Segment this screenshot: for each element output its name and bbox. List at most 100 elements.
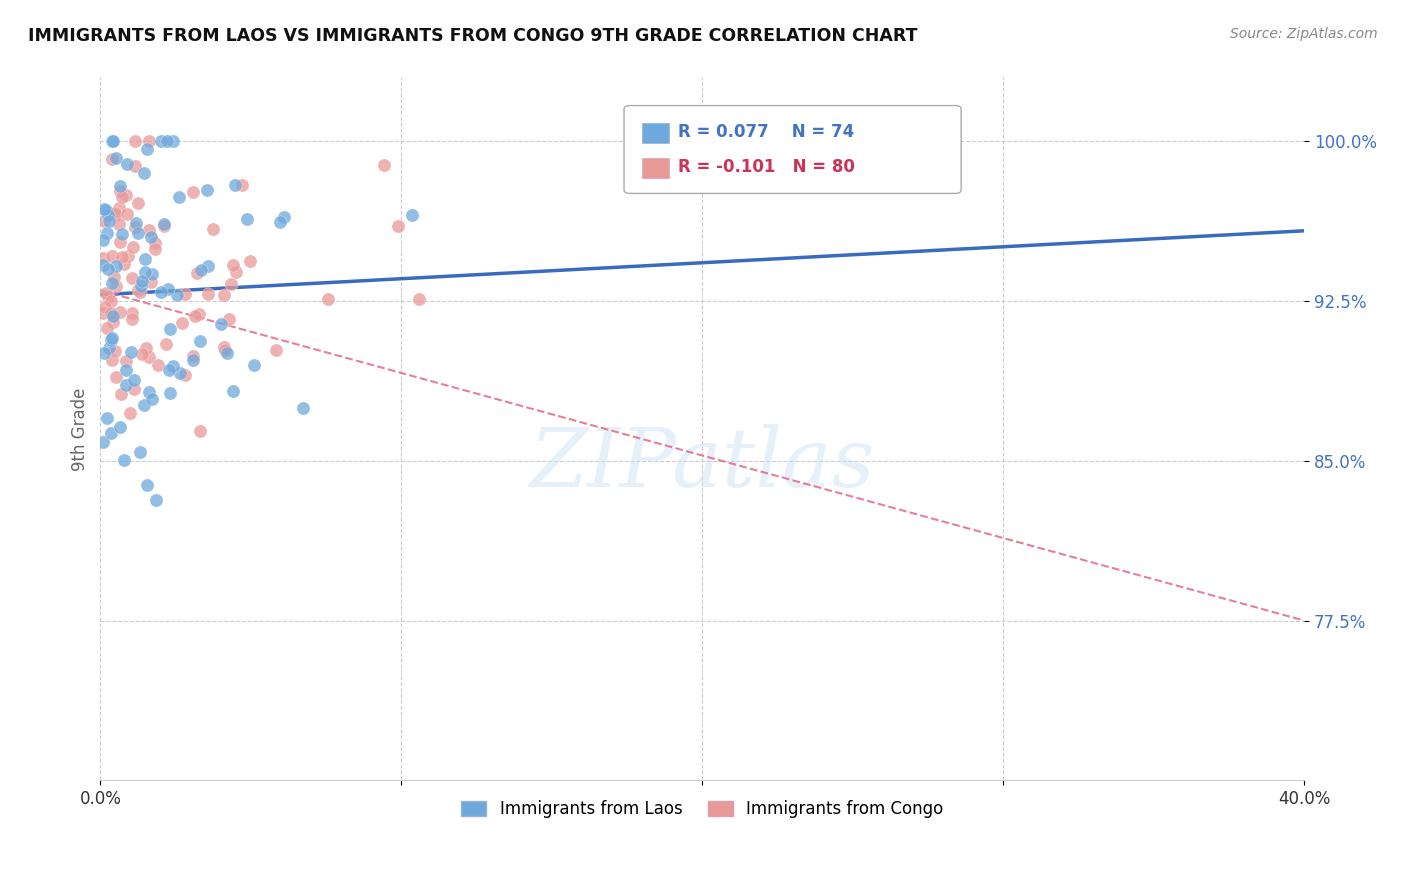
Point xyxy=(202,222,225,236)
Point xyxy=(114,188,136,202)
Point xyxy=(110,250,132,264)
Point xyxy=(124,219,146,234)
Point xyxy=(94,202,117,217)
FancyBboxPatch shape xyxy=(643,123,669,143)
Point xyxy=(243,358,266,372)
Point xyxy=(110,386,132,401)
Point xyxy=(129,279,152,293)
Point xyxy=(94,300,117,314)
Point xyxy=(215,346,238,360)
Point xyxy=(131,347,153,361)
Point xyxy=(214,343,236,357)
Point xyxy=(156,282,179,296)
Point xyxy=(138,350,160,364)
Point xyxy=(159,322,181,336)
Point xyxy=(100,306,122,320)
Point xyxy=(100,333,122,347)
Point xyxy=(97,289,120,303)
Point xyxy=(156,134,179,148)
Point xyxy=(408,292,430,306)
Point xyxy=(157,363,180,377)
Point xyxy=(93,345,115,359)
Point xyxy=(98,341,121,355)
Point xyxy=(101,276,124,290)
Point xyxy=(107,217,129,231)
Point xyxy=(236,212,259,227)
Point xyxy=(141,392,163,406)
Point xyxy=(135,477,157,491)
Point xyxy=(114,378,136,392)
Point xyxy=(264,343,287,358)
Point xyxy=(93,251,115,265)
Point xyxy=(97,262,120,277)
Point xyxy=(141,275,163,289)
Point xyxy=(167,190,190,204)
Point xyxy=(145,492,167,507)
Point xyxy=(138,134,160,148)
Point xyxy=(127,283,149,297)
Point xyxy=(190,263,212,277)
Point xyxy=(195,183,218,197)
Text: R = 0.077    N = 74: R = 0.077 N = 74 xyxy=(678,123,855,141)
Legend: Immigrants from Laos, Immigrants from Congo: Immigrants from Laos, Immigrants from Co… xyxy=(454,793,950,825)
Point xyxy=(104,259,127,273)
Text: IMMIGRANTS FROM LAOS VS IMMIGRANTS FROM CONGO 9TH GRADE CORRELATION CHART: IMMIGRANTS FROM LAOS VS IMMIGRANTS FROM … xyxy=(28,27,918,45)
Text: R = -0.101   N = 80: R = -0.101 N = 80 xyxy=(678,159,855,177)
Point xyxy=(219,277,242,292)
Point xyxy=(188,334,211,348)
Point xyxy=(169,367,191,381)
Point xyxy=(181,349,204,363)
Point xyxy=(121,306,143,320)
Point xyxy=(97,208,120,222)
Point xyxy=(162,134,184,148)
Point xyxy=(105,152,128,166)
Point xyxy=(145,236,167,251)
Point xyxy=(115,362,138,376)
Point xyxy=(150,285,173,299)
Point xyxy=(239,253,262,268)
Point xyxy=(124,216,146,230)
Point xyxy=(184,309,207,323)
Point xyxy=(128,285,150,299)
Point xyxy=(136,142,159,156)
Point xyxy=(111,227,134,242)
Point xyxy=(218,312,240,326)
Point xyxy=(108,178,131,193)
Point xyxy=(222,384,245,399)
Point xyxy=(197,287,219,301)
Point xyxy=(112,257,135,271)
Point xyxy=(107,202,129,216)
Point xyxy=(128,445,150,459)
Point xyxy=(172,316,194,330)
Point xyxy=(186,266,208,280)
Point xyxy=(93,214,115,228)
Point xyxy=(101,331,124,345)
Point xyxy=(115,207,138,221)
Point xyxy=(100,426,122,441)
Point xyxy=(173,368,195,383)
Point xyxy=(188,306,211,320)
Point xyxy=(111,190,134,204)
Point xyxy=(134,252,156,266)
Point xyxy=(96,321,118,335)
Point xyxy=(387,219,409,234)
Point xyxy=(104,343,127,358)
Point xyxy=(222,258,245,272)
Point xyxy=(159,386,181,401)
Point xyxy=(273,210,295,224)
Point xyxy=(108,235,131,250)
Point xyxy=(118,406,141,420)
Text: ZIPatlas: ZIPatlas xyxy=(530,424,875,504)
Point xyxy=(108,419,131,434)
Point xyxy=(110,305,132,319)
Point xyxy=(98,214,121,228)
Point xyxy=(96,411,118,425)
Point xyxy=(105,369,128,384)
Point xyxy=(93,258,115,272)
Point xyxy=(101,353,124,368)
Point xyxy=(131,274,153,288)
Point xyxy=(124,160,146,174)
Point xyxy=(143,242,166,256)
Point xyxy=(174,287,197,301)
Text: Source: ZipAtlas.com: Source: ZipAtlas.com xyxy=(1230,27,1378,41)
